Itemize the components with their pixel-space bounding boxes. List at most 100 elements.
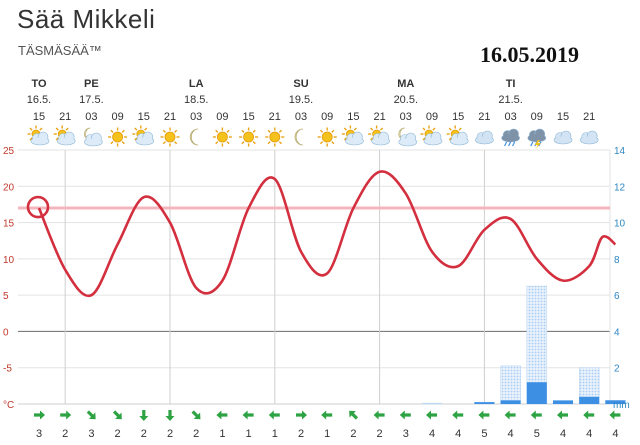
current-temperature-marker — [26, 195, 50, 219]
wind-arrow-icon — [478, 410, 490, 420]
wind-speed-value: 5 — [481, 428, 487, 440]
left-tick-label: 0 — [3, 327, 9, 338]
wind-speed-value: 1 — [272, 428, 278, 440]
wind-speed-value: 2 — [377, 428, 383, 440]
weather-icons — [27, 125, 599, 149]
wind-arrow-icon — [504, 410, 516, 420]
wind-arrow-icon — [373, 410, 385, 420]
hour-label: 15 — [138, 111, 150, 123]
hour-label: 03 — [85, 111, 97, 123]
right-tick-label: 4 — [614, 327, 620, 338]
day-date-label: 21.5. — [498, 94, 522, 106]
day-name-label: SU — [293, 78, 308, 90]
wind-arrow-icon — [268, 410, 280, 420]
day-headers: TO 16.5. PE 17.5. LA 18.5. SU 19.5. MA 20.5. TI 21.… — [27, 78, 523, 106]
hour-label: 03 — [504, 111, 516, 123]
partly-cloudy-icon — [27, 125, 50, 146]
wind-arrow-icon — [321, 410, 333, 420]
right-tick-label: 12 — [614, 182, 626, 193]
wind-speed-value: 4 — [455, 428, 461, 440]
precip-bar — [500, 400, 521, 404]
wind-speed-value: 4 — [429, 428, 435, 440]
sun-icon — [239, 127, 259, 147]
day-name-label: PE — [84, 78, 99, 90]
right-tick-label: 10 — [614, 219, 626, 230]
axis-labels: 25 20 15 10 5 0 -5 °C 14 12 10 8 6 4 2 mm — [3, 146, 630, 411]
wind-arrow-icon — [216, 410, 228, 420]
wind-speed-value: 2 — [167, 428, 173, 440]
moon-icon — [189, 128, 199, 146]
wind-arrow-icon — [242, 410, 254, 420]
right-axis-unit: mm — [613, 400, 630, 411]
wind-speed-value: 3 — [36, 428, 42, 440]
cloud-icon — [553, 130, 573, 145]
wind-arrow-icon — [583, 410, 595, 420]
wind-arrow-icon — [139, 410, 149, 421]
brand-subtitle: TÄSMÄSÄÄ™ — [18, 43, 102, 58]
day-name-label: LA — [189, 78, 204, 90]
wind-speed-value: 3 — [88, 428, 94, 440]
sun-icon — [212, 127, 232, 147]
cloudy-night-icon — [398, 127, 418, 147]
hour-label: 03 — [190, 111, 202, 123]
partly-cloudy-icon — [53, 125, 76, 146]
precip-bar — [526, 382, 547, 404]
hour-label: 15 — [347, 111, 359, 123]
right-tick-label: 8 — [614, 255, 620, 266]
partly-cloudy-icon — [341, 125, 364, 146]
hour-label: 21 — [478, 111, 490, 123]
partly-cloudy-icon — [132, 125, 155, 146]
wind-speed-value: 4 — [586, 428, 592, 440]
thunder-cloud-icon — [527, 128, 547, 149]
left-tick-label: 5 — [3, 291, 9, 302]
wind-row: 3 2 3 2 2 2 2 1 1 1 2 1 2 2 3 4 4 5 4 5 4 4 4 — [34, 410, 621, 440]
left-tick-label: -5 — [3, 364, 12, 375]
left-tick-label: 15 — [3, 219, 15, 230]
day-date-label: 16.5. — [27, 94, 51, 106]
wind-arrow-icon — [34, 410, 45, 420]
moon-icon — [294, 128, 304, 146]
wind-arrow-icon — [609, 410, 621, 420]
wind-speed-value: 2 — [350, 428, 356, 440]
partly-cloudy-icon — [420, 125, 443, 146]
wind-speed-value: 4 — [508, 428, 514, 440]
wind-arrow-icon — [112, 410, 122, 420]
rain-cloud-icon — [501, 128, 520, 147]
wind-speed-value: 1 — [246, 428, 252, 440]
precip-bar — [474, 402, 495, 404]
wind-arrow-icon — [399, 410, 411, 420]
wind-speed-value: 2 — [62, 428, 68, 440]
cloudy-night-icon — [84, 127, 103, 147]
hour-label: 09 — [111, 111, 123, 123]
day-date-label: 18.5. — [184, 94, 208, 106]
precipitation-bars — [421, 285, 626, 405]
precip-bar — [553, 400, 573, 404]
hour-label: 09 — [426, 111, 438, 123]
partly-cloudy-icon — [368, 125, 390, 146]
day-date-label: 20.5. — [394, 94, 418, 106]
page-title: Sää Mikkeli — [17, 4, 156, 34]
temperature-layer — [18, 170, 617, 298]
wind-speed-value: 5 — [534, 428, 540, 440]
wind-arrow-icon — [86, 410, 96, 420]
left-tick-label: 20 — [3, 182, 15, 193]
wind-arrow-icon — [530, 410, 542, 420]
sun-icon — [160, 127, 180, 147]
wind-arrow-icon — [452, 410, 464, 420]
wind-speed-value: 3 — [403, 428, 409, 440]
day-date-label: 19.5. — [289, 94, 313, 106]
wind-speed-value: 2 — [193, 428, 199, 440]
wind-arrow-icon — [165, 410, 175, 421]
left-tick-label: 25 — [3, 146, 15, 157]
day-name-label: MA — [397, 78, 414, 90]
wind-arrow-icon — [191, 410, 201, 420]
precip-bar — [579, 396, 600, 404]
precip-bar — [605, 400, 626, 404]
day-name-label: TO — [31, 78, 47, 90]
wind-arrow-icon — [349, 410, 359, 420]
hour-label: 09 — [216, 111, 228, 123]
hour-label: 09 — [321, 111, 333, 123]
chart-grid — [18, 149, 611, 405]
wind-arrow-icon — [60, 410, 72, 420]
